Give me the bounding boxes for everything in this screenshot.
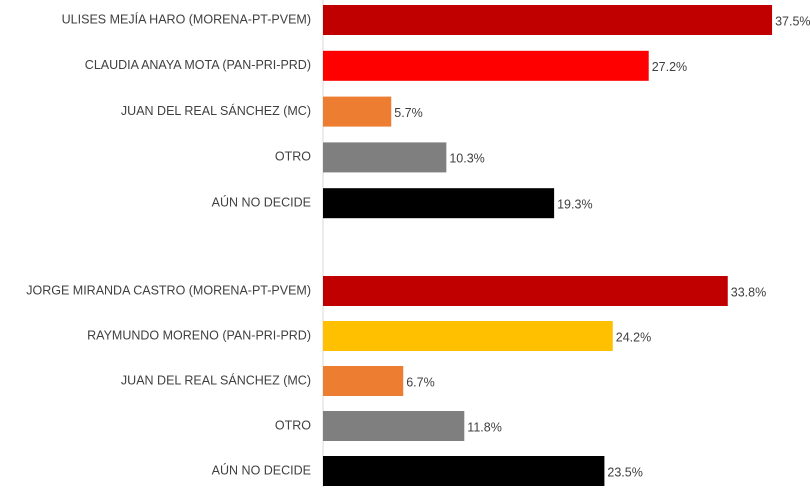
category-label: OTRO [275, 150, 311, 164]
category-label: JORGE MIRANDA CASTRO (MORENA-PT-PVEM) [26, 283, 311, 297]
value-label: 33.8% [731, 285, 766, 299]
bar [323, 142, 447, 173]
category-label: AÚN NO DECIDE [212, 194, 311, 209]
category-label: RAYMUNDO MORENO (PAN-PRI-PRD) [87, 328, 311, 342]
bar [323, 5, 773, 35]
value-label: 5.7% [394, 106, 423, 120]
category-label: AÚN NO DECIDE [212, 462, 311, 477]
bar [323, 96, 392, 127]
bar [323, 411, 465, 441]
value-label: 10.3% [449, 152, 484, 166]
value-label: 24.2% [616, 330, 651, 344]
value-label: 11.8% [467, 420, 502, 434]
value-label: 23.5% [607, 465, 642, 479]
value-label: 27.2% [652, 60, 687, 74]
category-label: JUAN DEL REAL SÁNCHEZ (MC) [121, 103, 311, 118]
bar [323, 456, 605, 486]
category-label: OTRO [275, 418, 311, 432]
bar [323, 188, 555, 219]
category-label: ULISES MEJÍA HARO (MORENA-PT-PVEM) [62, 11, 311, 26]
category-label: JUAN DEL REAL SÁNCHEZ (MC) [121, 372, 311, 387]
bar [323, 321, 613, 351]
bar [323, 276, 728, 306]
bar [323, 366, 404, 396]
value-label: 6.7% [406, 375, 435, 389]
bar [323, 50, 649, 81]
value-label: 19.3% [557, 197, 592, 211]
category-label: CLAUDIA ANAYA MOTA (PAN-PRI-PRD) [85, 58, 311, 72]
value-label: 37.5% [775, 14, 810, 28]
